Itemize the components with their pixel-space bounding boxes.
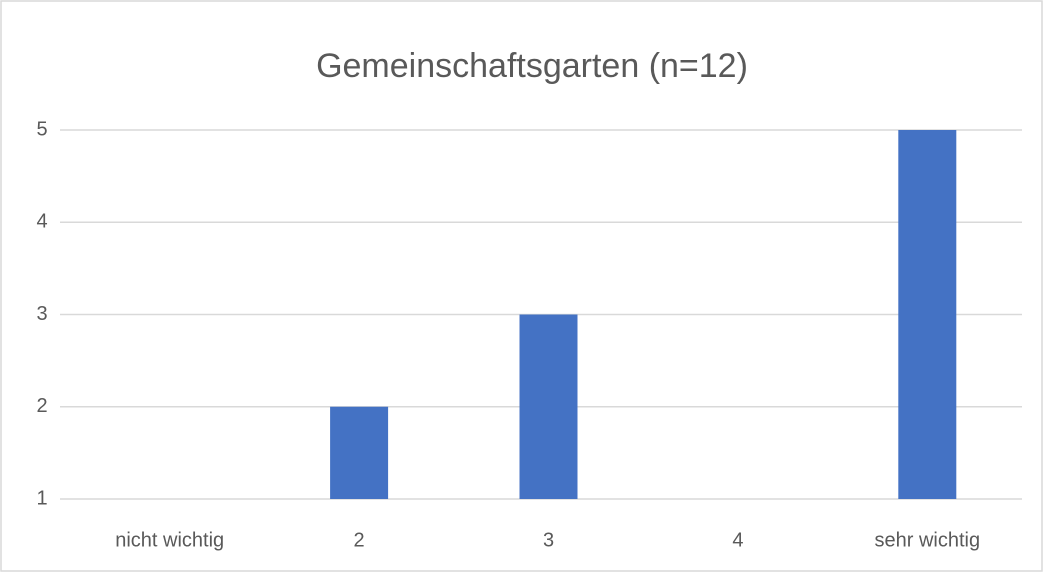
y-tick-label: 1 [36, 487, 47, 509]
y-tick-label: 3 [36, 303, 47, 325]
x-tick-label: 3 [543, 529, 554, 551]
y-tick-label: 4 [36, 211, 47, 233]
x-tick-label: 2 [354, 529, 365, 551]
y-tick-label: 2 [36, 395, 47, 417]
chart-title: Gemeinschaftsgarten (n=12) [316, 47, 748, 85]
x-tick-label: sehr wichtig [874, 529, 980, 551]
bar [519, 314, 578, 499]
bar [898, 130, 957, 499]
x-tick-label: nicht wichtig [115, 529, 224, 551]
bar [330, 406, 389, 499]
x-tick-label: 4 [732, 529, 743, 551]
y-tick-label: 5 [36, 118, 47, 140]
